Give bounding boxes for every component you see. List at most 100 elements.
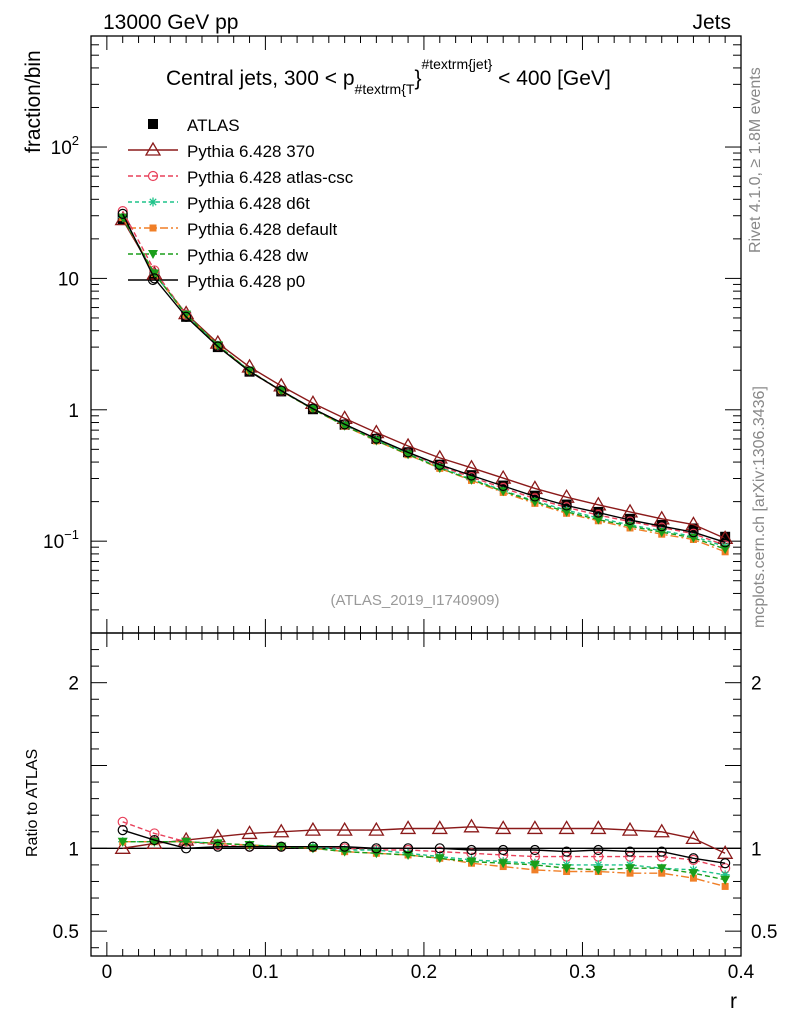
- legend-marker: [144, 141, 162, 156]
- series-pythia-6-428-default: [119, 838, 729, 890]
- main-y-axis-label: fraction/bin: [22, 50, 45, 153]
- x-axis-label: r: [730, 990, 737, 1013]
- data-point: [561, 499, 572, 510]
- data-point: [181, 843, 192, 854]
- data-point: [529, 844, 541, 856]
- x-tick-label: 0.3: [569, 962, 595, 983]
- data-point: [561, 500, 572, 511]
- series-line: [122, 210, 726, 546]
- data-point: [339, 847, 350, 857]
- ratio-y-tick-label-right: 1: [751, 839, 762, 860]
- data-point: [117, 837, 128, 847]
- data-point: [149, 273, 160, 284]
- series-line: [122, 829, 726, 864]
- data-point: [653, 510, 670, 525]
- data-point: [276, 841, 287, 852]
- y-tick-base: 10: [58, 269, 79, 290]
- data-point: [117, 208, 128, 219]
- data-point: [117, 825, 128, 836]
- series-line: [122, 821, 726, 869]
- data-point: [720, 537, 731, 548]
- data-point: [466, 470, 477, 481]
- series-pythia-6-428-default: [119, 214, 729, 556]
- data-point: [307, 841, 319, 852]
- data-point: [721, 882, 729, 890]
- legend-label: Pythia 6.428 p0: [187, 272, 305, 291]
- data-point: [403, 450, 414, 460]
- data-point: [466, 857, 477, 867]
- series-line: [122, 217, 726, 550]
- series-line: [122, 217, 726, 548]
- data-point: [593, 860, 603, 870]
- data-point: [720, 870, 730, 880]
- data-point: [624, 846, 636, 857]
- data-point: [244, 841, 255, 852]
- data-point: [371, 433, 382, 444]
- y-tick-base: 10: [51, 138, 72, 159]
- rivet-label: Rivet 4.1.0, ≥ 1.8M events: [747, 67, 764, 253]
- title-superscript: #textrm{jet}: [421, 56, 492, 72]
- data-point: [529, 491, 541, 502]
- legend-item: Pythia 6.428 default: [128, 220, 338, 239]
- series-line: [122, 217, 726, 553]
- data-point: [336, 821, 353, 836]
- y-tick-base: 10: [43, 532, 64, 553]
- data-point: [149, 834, 160, 846]
- ratio-y-tick-label-right: 0.5: [751, 922, 777, 943]
- mcplots-label: mcplots.cern.ch [arXiv:1306.3436]: [751, 386, 768, 628]
- data-point: [656, 846, 667, 857]
- legend-item: ATLAS: [148, 116, 240, 135]
- main-plot-title: Central jets, 300 < p#textrm{T}#textrm{j…: [166, 56, 611, 97]
- header-right-label: Jets: [692, 11, 731, 34]
- data-point: [371, 436, 382, 446]
- data-point: [434, 843, 445, 854]
- legend-marker: [148, 197, 158, 207]
- data-point: [181, 837, 192, 847]
- data-point: [244, 366, 255, 377]
- data-point: [685, 830, 702, 845]
- data-point: [339, 841, 350, 852]
- data-point: [625, 864, 636, 874]
- x-tick-label: 0: [102, 962, 113, 983]
- legend-label: Pythia 6.428 370: [187, 142, 315, 161]
- data-point: [688, 527, 699, 538]
- x-tick-label: 0.4: [728, 962, 755, 983]
- data-point: [593, 844, 604, 856]
- data-point: [561, 507, 572, 517]
- data-point: [463, 818, 480, 833]
- data-point: [402, 843, 414, 854]
- legend-item: Pythia 6.428 atlas-csc: [128, 168, 354, 187]
- main-series-group: [114, 206, 734, 556]
- data-point: [498, 859, 509, 869]
- legend-label: Pythia 6.428 atlas-csc: [187, 168, 354, 187]
- data-point: [368, 821, 385, 836]
- title-prefix: Central jets, 300 < p: [166, 67, 355, 90]
- data-point: [561, 864, 572, 874]
- title-brace: }: [414, 67, 421, 90]
- data-point: [720, 531, 731, 542]
- main-y-tick-label: 102: [51, 133, 79, 159]
- data-point: [688, 853, 699, 864]
- data-point: [720, 858, 731, 869]
- data-point: [181, 311, 192, 322]
- main-y-tick-label: 10−1: [43, 527, 79, 553]
- title-subscript: #textrm{T: [355, 81, 415, 97]
- series-line: [122, 219, 726, 540]
- legend-marker: [148, 250, 158, 259]
- data-point: [117, 816, 128, 827]
- data-point: [371, 843, 382, 854]
- y-tick-exponent: 2: [72, 133, 79, 148]
- data-point: [339, 419, 350, 430]
- data-point: [304, 821, 322, 836]
- y-tick-exponent: −1: [64, 527, 79, 542]
- x-tick-label: 0.1: [252, 962, 278, 983]
- data-point: [273, 823, 290, 838]
- legend-item: Pythia 6.428 dw: [128, 246, 309, 265]
- data-point: [431, 820, 448, 835]
- data-point: [656, 519, 667, 530]
- data-point: [403, 850, 414, 860]
- series-pythia-6-428-p0: [117, 825, 731, 869]
- series-pythia-6-428-p0: [117, 208, 731, 548]
- data-point: [241, 825, 258, 840]
